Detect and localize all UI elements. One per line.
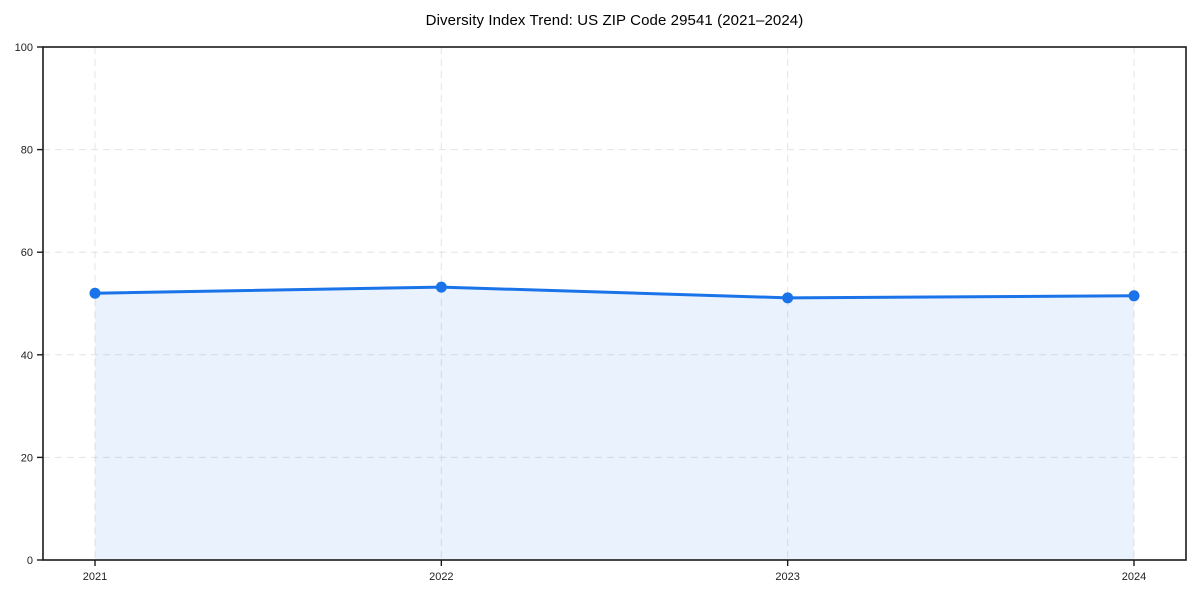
area-fill-shape xyxy=(95,287,1134,560)
x-tick-label-2023: 2023 xyxy=(775,571,799,583)
trend-line-path xyxy=(93,285,1136,300)
data-points xyxy=(89,281,1140,304)
y-tick-label-0: 0 xyxy=(27,555,33,567)
y-tick-label-40: 40 xyxy=(21,350,33,362)
y-tick-label-60: 60 xyxy=(21,247,33,259)
y-tick-label-20: 20 xyxy=(21,452,33,464)
x-tick-label-2022: 2022 xyxy=(429,571,453,583)
y-tick-label-100: 100 xyxy=(15,42,33,54)
trend-line xyxy=(93,285,1136,300)
data-point-2022 xyxy=(435,281,447,293)
x-tick-label-2021: 2021 xyxy=(83,571,107,583)
data-point-2023 xyxy=(782,292,794,304)
gridlines xyxy=(43,47,1186,560)
chart-title: Diversity Index Trend: US ZIP Code 29541… xyxy=(425,12,804,29)
tick-labels: 0 20 40 60 80 100 2021 2022 2023 2024 xyxy=(15,42,1147,583)
axes xyxy=(37,46,1187,566)
area-fill xyxy=(95,287,1134,560)
data-point-2021 xyxy=(89,287,101,299)
x-tick-label-2024: 2024 xyxy=(1122,571,1146,583)
y-tick-label-80: 80 xyxy=(21,145,33,157)
data-point-2024 xyxy=(1128,290,1140,302)
plot-border xyxy=(42,46,1187,561)
